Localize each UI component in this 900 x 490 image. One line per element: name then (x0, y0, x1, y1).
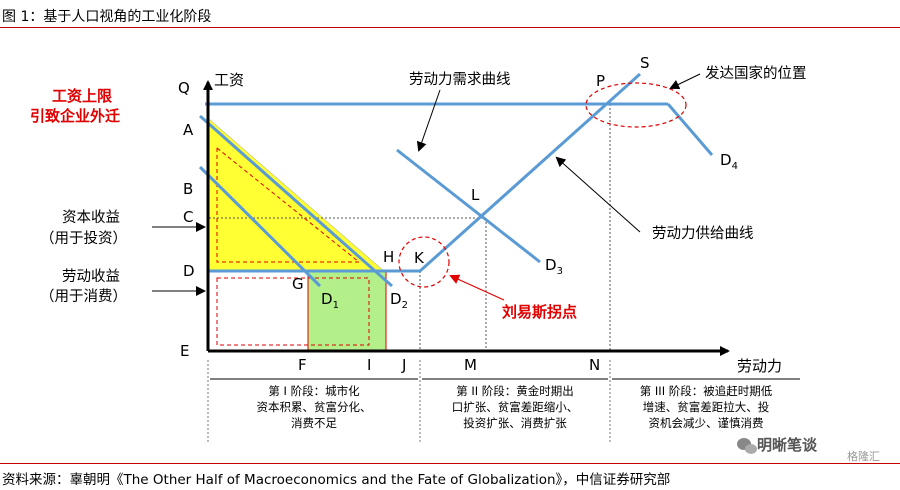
labor-income-note: （用于消费） (40, 288, 127, 305)
capital-income-outline (216, 146, 361, 263)
capital-income-area (208, 118, 385, 272)
point-c: C (183, 208, 193, 226)
stage-2-line-1: 第 II 阶段：黄金时期出 (456, 384, 574, 398)
point-h: H (383, 248, 394, 266)
source-note: 资料来源：辜朝明《The Other Half of Macroeconomic… (2, 472, 671, 488)
d1-curve (198, 165, 322, 288)
point-a: A (183, 121, 194, 139)
capital-income-note: （用于投资） (40, 230, 127, 247)
y-axis-label: 工资 (214, 71, 244, 89)
watermark-text: 明晰笔谈 (757, 436, 818, 454)
label-d4: D4 (720, 151, 738, 172)
point-b: B (183, 180, 193, 198)
labor-income-outline (216, 277, 370, 346)
labor-income-label: 劳动收益 (62, 268, 120, 285)
figure-title: 图 1：基于人口视角的工业化阶段 (2, 9, 212, 25)
stage-3-line-1: 第 III 阶段：被追赶时期低 (640, 384, 773, 398)
point-n: N (589, 356, 600, 374)
lewis-point-circle (398, 236, 450, 288)
developed-position-label: 发达国家的位置 (705, 65, 807, 82)
stage-1-line-2: 资本积累、贫富分化、 (257, 400, 372, 414)
capital-income-label: 资本收益 (62, 209, 120, 226)
stage-3-line-2: 增速、贫富差距拉大、投 (643, 400, 770, 414)
d4-curve (666, 103, 714, 156)
labor-supply-curve (209, 72, 642, 273)
point-j: J (401, 356, 406, 374)
x-axis-label: 劳动力 (737, 357, 782, 375)
point-e: E (180, 342, 189, 360)
labor-income-area (308, 271, 386, 351)
label-d1: D1 (321, 290, 339, 311)
point-f: F (298, 356, 307, 374)
label-d3: D3 (545, 256, 563, 277)
label-d2: D2 (390, 290, 408, 311)
bottom-rule (0, 463, 900, 464)
d2-curve (199, 114, 393, 288)
point-l: L (471, 186, 480, 204)
wage-cap-label-1: 工资上限 (52, 87, 112, 105)
top-rule (0, 27, 900, 28)
stage-2-line-2: 口扩张、贫富差距缩小、 (452, 400, 579, 414)
point-d: D (183, 262, 195, 280)
stage-1-line-1: 第 I 阶段：城市化 (268, 384, 360, 398)
demand-curve-label: 劳动力需求曲线 (409, 71, 511, 88)
wechat-icon (737, 438, 757, 454)
lewis-point-arrow (449, 274, 505, 301)
point-g: G (292, 275, 304, 293)
lewis-point-label: 刘易斯拐点 (502, 303, 577, 321)
stage-1-line-3: 消费不足 (291, 416, 337, 430)
supply-curve-arrow (555, 156, 641, 233)
point-i: I (367, 356, 371, 374)
point-m: M (464, 356, 477, 374)
supply-curve-label: 劳动力供给曲线 (652, 225, 754, 242)
point-k: K (414, 249, 425, 267)
wage-cap-label-2: 引致企业外迁 (30, 107, 120, 125)
developed-position-arrow (669, 73, 701, 90)
watermark-subtext: 格隆汇 (847, 449, 880, 463)
demand-curve-arrow (416, 89, 441, 152)
developed-position-circle (585, 82, 687, 128)
point-s: S (640, 54, 650, 72)
point-q: Q (178, 79, 190, 97)
stage-2-line-3: 投资扩张、消费扩张 (463, 416, 567, 430)
stage-3-line-3: 资机会减少、谨慎消费 (649, 416, 764, 430)
d3-curve (396, 148, 541, 264)
point-p: P (596, 72, 605, 90)
